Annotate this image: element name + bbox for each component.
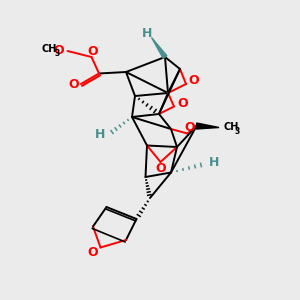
Text: CH: CH [224,122,239,133]
Text: O: O [53,44,64,58]
Text: O: O [177,97,188,110]
Text: O: O [188,74,199,88]
Text: CH: CH [41,44,57,55]
Text: 3: 3 [235,127,240,136]
Text: H: H [142,27,152,40]
Polygon shape [152,38,167,58]
Text: O: O [68,77,79,91]
Polygon shape [196,123,219,129]
Text: O: O [88,245,98,259]
Text: H: H [209,155,220,169]
Text: O: O [184,121,195,134]
Text: 3: 3 [54,49,60,58]
Text: H: H [94,128,105,142]
Text: O: O [88,45,98,58]
Text: O: O [155,162,166,175]
